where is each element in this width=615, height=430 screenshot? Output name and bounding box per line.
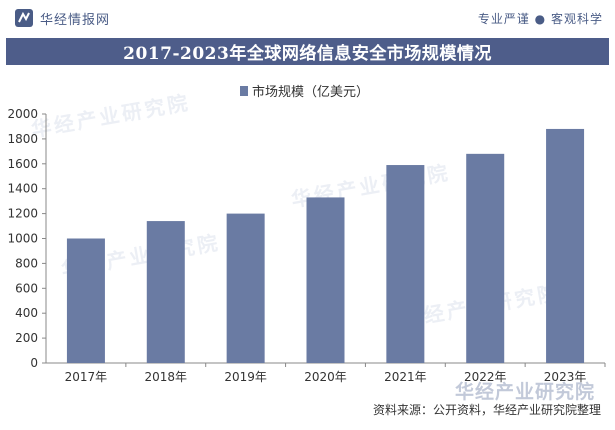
brand: 华经情报网 bbox=[14, 8, 110, 28]
y-tick-label: 1200 bbox=[7, 207, 38, 221]
y-tick-label: 2000 bbox=[7, 107, 38, 121]
tagline-separator: ● bbox=[534, 11, 547, 26]
huajing-logo-icon bbox=[14, 8, 34, 28]
bar bbox=[306, 197, 345, 363]
legend: 市场规模（亿美元） bbox=[240, 84, 369, 100]
y-tick-label: 1400 bbox=[7, 182, 38, 196]
source-note: 资料来源：公开资料，华经产业研究院整理 bbox=[372, 403, 601, 417]
y-tick-label: 600 bbox=[15, 281, 38, 295]
tagline-right: 客观科学 bbox=[550, 11, 603, 26]
x-tick-label: 2022年 bbox=[464, 370, 507, 384]
y-tick-label: 0 bbox=[30, 356, 38, 370]
y-tick-label: 1000 bbox=[7, 232, 38, 246]
tagline: 专业严谨 ● 客观科学 bbox=[478, 10, 603, 27]
x-tick-label: 2017年 bbox=[65, 370, 108, 384]
x-tick-label: 2018年 bbox=[145, 370, 188, 384]
y-tick-label: 1600 bbox=[7, 157, 38, 171]
tagline-left: 专业严谨 bbox=[477, 11, 530, 26]
y-tick-label: 200 bbox=[15, 331, 38, 345]
bar-chart: 市场规模（亿美元） 0 200 400 600 800 1000 1200 1400 1600 18… bbox=[7, 84, 606, 384]
y-tick-label: 800 bbox=[15, 256, 38, 270]
x-tick-label: 2019年 bbox=[224, 370, 267, 384]
legend-swatch bbox=[240, 86, 248, 96]
bar bbox=[146, 221, 185, 363]
legend-label: 市场规模（亿美元） bbox=[252, 84, 369, 100]
x-tick-label: 2023年 bbox=[544, 370, 587, 384]
x-tick-label: 2020年 bbox=[304, 370, 347, 384]
chart-title: 2017-2023年全球网络信息安全市场规模情况 bbox=[6, 38, 609, 65]
bar bbox=[66, 238, 105, 363]
brand-name: 华经情报网 bbox=[40, 12, 111, 28]
y-tick-label: 400 bbox=[15, 306, 38, 320]
bar bbox=[546, 128, 585, 363]
y-tick-label: 1800 bbox=[7, 132, 38, 146]
bar bbox=[386, 165, 425, 363]
x-tick-label: 2021年 bbox=[384, 370, 427, 384]
bar bbox=[226, 213, 265, 363]
header-bar: 华经情报网 专业严谨 ● 客观科学 bbox=[0, 0, 615, 36]
bar bbox=[466, 153, 505, 363]
